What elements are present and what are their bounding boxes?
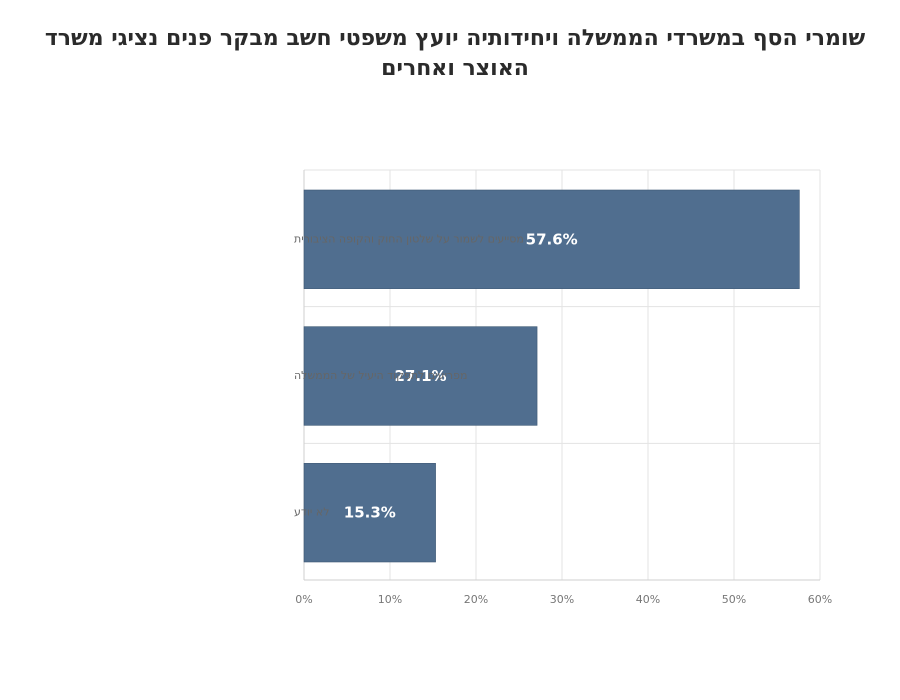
x-tick-label-2: 20% (464, 593, 488, 606)
x-tick-label-4: 40% (636, 593, 660, 606)
data-label-0: 57.6% (526, 230, 578, 248)
bar-0 (303, 189, 800, 289)
data-label-1: 27.1% (395, 367, 447, 385)
x-tick-label-1: 10% (378, 593, 402, 606)
bar-1 (303, 326, 538, 426)
x-tick-label-6: 60% (808, 593, 832, 606)
data-label-2: 15.3% (344, 504, 396, 522)
category-label-0: מסייעים לשמור על שלטון החוק והקופה הציבו… (294, 232, 524, 245)
bar-2 (303, 463, 436, 563)
x-tick-label-3: 30% (550, 593, 574, 606)
category-label-2: לא יודע (294, 506, 329, 519)
chart-title: שומרי הסף במשרדי הממשלה ויחידותיה יועץ מ… (44, 26, 866, 81)
x-tick-label-0: 0% (295, 593, 312, 606)
x-tick-label-5: 50% (722, 593, 746, 606)
category-label-1: מפריעים לתפקוד היעיל של הממשלה (294, 369, 467, 382)
